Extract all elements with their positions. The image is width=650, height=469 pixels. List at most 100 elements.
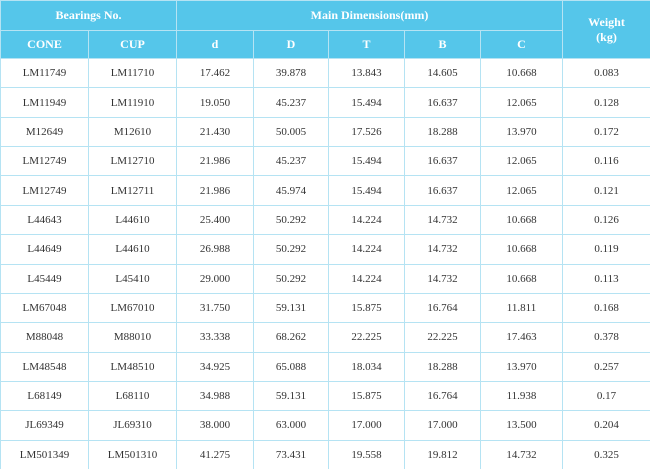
table-cell: 41.275 — [176, 439, 254, 469]
table-cell: 11.811 — [480, 292, 563, 324]
table-row: JL69349 JL69310 38.000 63.000 17.000 17.000 13… — [0, 410, 650, 441]
table-row: LM12749 LM12711 21.986 45.974 15.494 16.637 12… — [0, 175, 650, 206]
table-cell: 16.764 — [404, 292, 481, 324]
table-cell: 22.225 — [404, 322, 481, 353]
table-cell: 0.119 — [562, 234, 650, 265]
table-cell: 21.430 — [176, 116, 254, 148]
group-header: Bearings No. — [0, 0, 177, 31]
table-cell: 21.986 — [176, 175, 254, 206]
table-row: L44649 L44610 26.988 50.292 14.224 14.732 10.6… — [0, 234, 650, 265]
table-cell: LM501349 — [0, 439, 89, 469]
table-cell: 0.126 — [562, 204, 650, 236]
table-cell: 18.288 — [404, 116, 481, 148]
column-header: B — [404, 30, 481, 59]
table-cell: LM11710 — [88, 57, 177, 89]
table-cell: LM48548 — [0, 351, 89, 382]
table-cell: L45410 — [88, 263, 177, 294]
table-cell: L44610 — [88, 234, 177, 265]
table-cell: 16.637 — [404, 146, 481, 177]
table-cell: 73.431 — [253, 439, 329, 469]
table-cell: 15.875 — [328, 380, 405, 412]
table-cell: 14.732 — [404, 263, 481, 294]
table-cell: 17.462 — [176, 57, 254, 89]
table-cell: LM11949 — [0, 87, 89, 118]
table-cell: L44649 — [0, 234, 89, 265]
table-cell: 50.292 — [253, 263, 329, 294]
table-cell: 0.378 — [562, 322, 650, 353]
table-row: LM11949 LM11910 19.050 45.237 15.494 16.637 12… — [0, 87, 650, 118]
table-cell: 12.065 — [480, 87, 563, 118]
table-cell: 19.558 — [328, 439, 405, 469]
table-cell: 17.000 — [328, 410, 405, 441]
table-cell: 14.224 — [328, 204, 405, 236]
table-cell: 10.668 — [480, 234, 563, 265]
table-cell: 26.988 — [176, 234, 254, 265]
column-header: CUP — [88, 30, 177, 59]
table-cell: L68110 — [88, 380, 177, 412]
table-head: Bearings No. Main Dimensions(mm) Weight(… — [0, 0, 650, 59]
table-cell: 0.17 — [562, 380, 650, 412]
column-header: CONE — [0, 30, 89, 59]
table-cell: 59.131 — [253, 292, 329, 324]
column-header: T — [328, 30, 405, 59]
table-cell: L44643 — [0, 204, 89, 236]
table-cell: 13.970 — [480, 116, 563, 148]
header-row: CONE CUP d D T B C — [0, 30, 650, 59]
table-row: L45449 L45410 29.000 50.292 14.224 14.732 10.6… — [0, 263, 650, 294]
table-cell: 17.000 — [404, 410, 481, 441]
table-row: L44643 L44610 25.400 50.292 14.224 14.732 10.6… — [0, 204, 650, 236]
table-cell: 16.764 — [404, 380, 481, 412]
table-cell: 14.732 — [404, 234, 481, 265]
table-cell: 14.605 — [404, 57, 481, 89]
table-cell: JL69349 — [0, 410, 89, 441]
table-cell: 65.088 — [253, 351, 329, 382]
table-cell: 39.878 — [253, 57, 329, 89]
table-row: LM12749 LM12710 21.986 45.237 15.494 16.637 12… — [0, 146, 650, 177]
table-cell: 63.000 — [253, 410, 329, 441]
table-cell: 13.500 — [480, 410, 563, 441]
table-cell: M12649 — [0, 116, 89, 148]
table-cell: 0.168 — [562, 292, 650, 324]
table-cell: 16.637 — [404, 175, 481, 206]
table-cell: 12.065 — [480, 175, 563, 206]
table-cell: L68149 — [0, 380, 89, 412]
table-cell: LM12749 — [0, 146, 89, 177]
table-cell: 25.400 — [176, 204, 254, 236]
table-cell: 45.237 — [253, 146, 329, 177]
table-cell: 0.128 — [562, 87, 650, 118]
table-cell: 68.262 — [253, 322, 329, 353]
table-cell: 13.970 — [480, 351, 563, 382]
table-cell: 14.224 — [328, 263, 405, 294]
group-header: Main Dimensions(mm) — [176, 0, 563, 31]
table-cell: 0.113 — [562, 263, 650, 294]
table-row: LM501349 LM501310 41.275 73.431 19.558 19.812… — [0, 439, 650, 469]
table-cell: 0.116 — [562, 146, 650, 177]
weight-header: Weight (kg) — [562, 0, 650, 59]
table-cell: 11.938 — [480, 380, 563, 412]
table-cell: L44610 — [88, 204, 177, 236]
table-cell: 10.668 — [480, 204, 563, 236]
table-cell: LM48510 — [88, 351, 177, 382]
table-cell: 34.925 — [176, 351, 254, 382]
table-cell: 0.172 — [562, 116, 650, 148]
table-cell: LM501310 — [88, 439, 177, 469]
table-cell: 45.974 — [253, 175, 329, 206]
table-row: M12649 M12610 21.430 50.005 17.526 18.288 13.9… — [0, 116, 650, 148]
table-cell: 15.494 — [328, 87, 405, 118]
header-text: Weight — [588, 14, 625, 29]
column-header: d — [176, 30, 254, 59]
table-cell: L45449 — [0, 263, 89, 294]
table-cell: 0.257 — [562, 351, 650, 382]
table-cell: JL69310 — [88, 410, 177, 441]
table-cell: 12.065 — [480, 146, 563, 177]
table-cell: M12610 — [88, 116, 177, 148]
table-cell: 14.224 — [328, 234, 405, 265]
table-cell: 0.083 — [562, 57, 650, 89]
table-cell: 10.668 — [480, 263, 563, 294]
table-cell: 14.732 — [480, 439, 563, 469]
table-cell: 59.131 — [253, 380, 329, 412]
table-cell: 19.812 — [404, 439, 481, 469]
